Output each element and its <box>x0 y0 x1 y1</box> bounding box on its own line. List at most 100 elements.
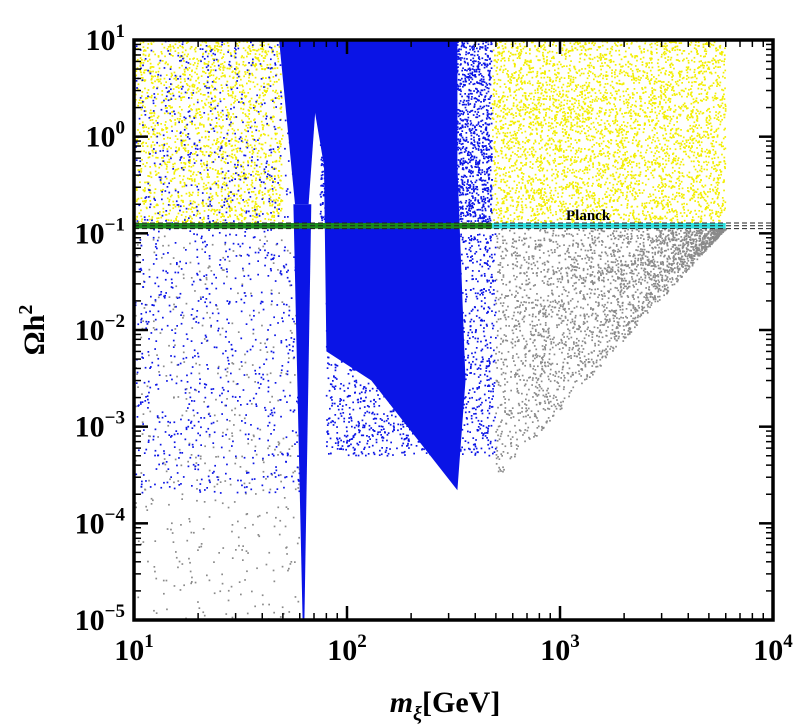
point-excluded <box>634 310 637 313</box>
point-excluded <box>628 303 631 306</box>
point-overabundant <box>240 214 243 217</box>
point-excluded <box>189 242 191 245</box>
point-overabundant <box>594 98 597 101</box>
point-excluded <box>668 262 670 265</box>
point-excluded <box>711 243 713 246</box>
point-overabundant <box>258 53 261 56</box>
point-overabundant <box>170 125 173 128</box>
point-overabundant <box>184 126 186 128</box>
point-excluded <box>695 241 697 243</box>
point-overabundant <box>267 50 270 53</box>
point-excluded <box>504 390 506 392</box>
point-excluded <box>629 303 632 306</box>
point-excluded <box>637 237 639 239</box>
point-excluded <box>584 364 587 367</box>
point-excluded <box>585 262 588 264</box>
point-excluded <box>580 306 582 309</box>
point-excluded <box>137 596 140 599</box>
point-excluded <box>659 274 662 276</box>
point-overabundant <box>264 182 267 185</box>
point-excluded <box>646 233 649 236</box>
point-excluded <box>543 307 545 310</box>
point-excluded <box>632 280 635 283</box>
point-excluded <box>621 241 624 244</box>
point-overabundant <box>147 89 150 91</box>
point-overabundant <box>248 188 251 190</box>
point-excluded <box>525 398 527 401</box>
point-excluded <box>540 296 542 299</box>
point-excluded <box>619 234 622 237</box>
point-overabundant <box>137 129 139 131</box>
point-overabundant <box>175 79 178 81</box>
point-excluded <box>641 278 644 281</box>
point-overabundant <box>240 207 242 210</box>
point-excluded <box>614 280 617 282</box>
point-overabundant <box>229 214 231 217</box>
point-excluded <box>594 344 596 347</box>
point-excluded <box>143 307 146 309</box>
point-overabundant <box>264 68 266 70</box>
point-excluded <box>515 257 518 260</box>
point-excluded <box>659 240 662 243</box>
point-excluded <box>569 256 572 258</box>
point-overabundant <box>273 106 275 109</box>
point-overabundant <box>536 89 539 91</box>
point-excluded <box>148 435 150 437</box>
point-excluded <box>291 332 293 334</box>
point-overabundant <box>197 210 200 213</box>
point-overabundant <box>164 121 167 123</box>
point-overabundant <box>143 203 145 205</box>
point-overabundant <box>191 109 193 111</box>
point-excluded <box>707 232 710 235</box>
point-excluded <box>593 252 596 254</box>
point-overabundant <box>194 144 197 147</box>
point-excluded <box>509 289 511 292</box>
point-overabundant <box>139 62 142 65</box>
point-excluded <box>676 261 679 264</box>
point-excluded <box>690 262 693 264</box>
point-excluded <box>711 240 714 243</box>
point-overabundant <box>259 105 262 108</box>
point-excluded <box>568 244 571 247</box>
point-excluded <box>497 425 500 428</box>
point-excluded <box>600 321 602 323</box>
point-overabundant <box>270 71 272 73</box>
point-excluded <box>523 242 526 245</box>
point-excluded <box>547 250 550 253</box>
point-overabundant <box>246 202 249 204</box>
point-excluded <box>598 302 600 304</box>
point-excluded <box>279 519 282 522</box>
point-excluded <box>654 253 656 256</box>
point-overabundant <box>146 91 149 94</box>
point-excluded <box>137 244 139 246</box>
point-excluded <box>678 258 680 260</box>
point-excluded <box>233 501 236 503</box>
point-excluded <box>213 414 216 417</box>
point-excluded <box>568 267 570 270</box>
point-excluded <box>496 241 499 243</box>
point-overabundant <box>162 188 164 191</box>
point-overabundant <box>141 218 143 221</box>
point-excluded <box>593 275 596 278</box>
point-overabundant <box>255 140 257 143</box>
point-overabundant <box>204 104 207 106</box>
point-overabundant <box>276 204 279 207</box>
point-excluded <box>182 351 185 354</box>
point-overabundant <box>182 132 184 135</box>
point-excluded <box>660 248 663 251</box>
point-excluded <box>688 236 691 238</box>
point-excluded <box>604 318 607 320</box>
point-overabundant <box>249 88 251 90</box>
point-overabundant <box>222 90 224 92</box>
point-excluded <box>611 324 614 327</box>
point-overabundant <box>263 44 265 47</box>
point-excluded <box>513 274 515 277</box>
point-excluded <box>523 347 526 350</box>
point-overabundant <box>209 72 211 74</box>
point-excluded <box>526 343 528 346</box>
point-excluded <box>278 442 281 445</box>
point-overabundant <box>243 191 246 193</box>
point-excluded <box>664 285 666 288</box>
point-overabundant <box>177 212 180 215</box>
point-overabundant <box>256 173 259 176</box>
